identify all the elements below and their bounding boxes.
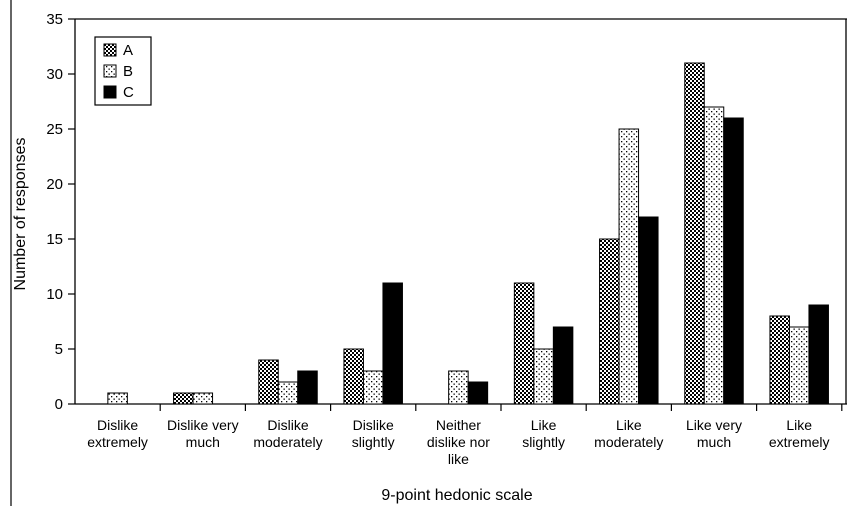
category-label: Dislike moderately <box>253 417 322 450</box>
category-label-line: moderately <box>253 434 322 450</box>
legend-swatch-c <box>103 85 117 99</box>
category-label-line: much <box>697 434 731 450</box>
bar-b <box>703 106 725 405</box>
category-label-line: Dislike <box>353 417 394 433</box>
bar-c <box>467 381 489 405</box>
bar-c <box>723 117 744 405</box>
bar-a <box>258 359 279 405</box>
category-label-line: Neither <box>436 417 481 433</box>
y-tick-label: 20 <box>46 176 63 193</box>
bars-group <box>107 62 829 405</box>
category-label-line: Like very <box>686 417 742 433</box>
category-label: Like very much <box>686 417 742 450</box>
y-tick-label: 15 <box>46 231 63 248</box>
bar-a <box>769 315 790 405</box>
bar-c <box>638 216 659 405</box>
category-label-line: moderately <box>594 434 663 450</box>
bar-b <box>533 348 554 405</box>
category-label-line: Like <box>786 417 812 433</box>
category-label-line: Dislike <box>267 417 308 433</box>
y-tick-label: 25 <box>46 121 63 138</box>
legend-swatch-a <box>103 43 117 57</box>
y-tick-label: 10 <box>46 286 63 303</box>
category-label: Dislike slightly <box>352 417 395 450</box>
legend-label-b: B <box>123 63 133 80</box>
bar-c <box>808 304 829 405</box>
bar-b <box>362 370 384 405</box>
bar-a <box>173 392 194 405</box>
y-axis-title: Number of responses <box>12 138 29 291</box>
y-tick-label: 30 <box>46 66 63 83</box>
y-axis-ticks: 0 5 10 15 20 25 30 35 <box>46 11 75 413</box>
bar-a <box>599 238 620 405</box>
category-label-line: dislike nor <box>427 434 490 450</box>
category-label-line: extremely <box>87 434 148 450</box>
category-label-line: Like <box>616 417 642 433</box>
bar-b <box>788 326 810 405</box>
category-label: Like moderately <box>594 417 663 450</box>
category-label-line: slightly <box>522 434 565 450</box>
y-tick-label: 0 <box>55 396 63 413</box>
category-label-line: Dislike <box>97 417 138 433</box>
legend-swatch-b <box>103 64 117 78</box>
y-tick-label: 35 <box>46 11 63 28</box>
category-label-line: like <box>448 451 469 467</box>
bar-b <box>448 370 469 405</box>
category-label-line: Like <box>531 417 557 433</box>
legend-label-a: A <box>123 42 133 59</box>
x-axis-title: 9-point hedonic scale <box>381 487 532 504</box>
category-label: Like extremely <box>769 417 830 450</box>
bar-b <box>277 381 299 405</box>
bar-a <box>513 282 535 405</box>
bar-c <box>552 326 574 405</box>
category-label: Like slightly <box>522 417 565 450</box>
category-label-line: slightly <box>352 434 395 450</box>
legend-label-c: C <box>123 84 134 101</box>
bar-b <box>192 392 214 405</box>
legend: A B C <box>94 36 152 106</box>
y-tick-label: 5 <box>55 341 63 358</box>
bar-a <box>343 348 364 405</box>
bar-c <box>297 370 318 405</box>
x-axis-ticks <box>159 404 843 411</box>
bar-c <box>382 282 403 405</box>
category-label-line: extremely <box>769 434 830 450</box>
category-label: Dislike very much <box>167 417 239 450</box>
category-label: Neither dislike nor like <box>427 417 490 467</box>
category-label-line: Dislike very <box>167 417 239 433</box>
bar-a <box>684 62 705 405</box>
bar-b <box>618 128 640 405</box>
category-label: Dislike extremely <box>87 417 148 450</box>
category-label-line: much <box>186 434 220 450</box>
bar-b <box>107 392 128 405</box>
